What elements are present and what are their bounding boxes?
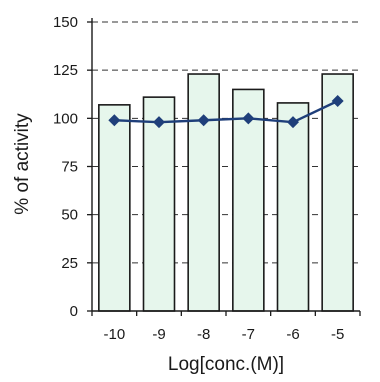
x-tick-label: -8 <box>197 326 210 343</box>
x-axis-title: Log[conc.(M)] <box>168 354 284 375</box>
diamond-marker <box>242 112 255 125</box>
bar <box>321 73 354 312</box>
x-tick-label: -5 <box>331 326 344 343</box>
diamond-marker <box>108 114 121 127</box>
x-tick-label: -10 <box>103 326 125 343</box>
x-tick-labels: -10 -9 -8 -7 -6 -5 <box>103 326 344 343</box>
diamond-marker <box>153 116 165 129</box>
y-tick-label: 25 <box>61 255 78 272</box>
y-tick-label: 100 <box>53 110 78 127</box>
x-tick-label: -7 <box>242 326 255 343</box>
series-line <box>114 99 339 124</box>
bar <box>187 73 220 312</box>
diamond-marker <box>331 94 344 107</box>
activity-line <box>108 94 344 129</box>
bars <box>98 73 354 312</box>
x-tick-label: -9 <box>152 326 165 343</box>
y-tick-label: 150 <box>53 14 78 31</box>
y-tick-label: 0 <box>70 303 78 320</box>
grid-lines <box>92 21 360 264</box>
bar <box>98 104 131 312</box>
bar <box>142 96 176 312</box>
axes <box>87 18 361 316</box>
x-tick-label: -6 <box>286 326 299 343</box>
diamond-marker <box>287 116 299 129</box>
y-tick-labels: 0 25 50 75 100 125 150 <box>53 14 78 320</box>
diamond-marker <box>197 114 210 127</box>
bar <box>276 102 310 312</box>
y-tick-label: 125 <box>53 62 78 79</box>
y-tick-label: 75 <box>61 159 78 176</box>
y-axis-title: % of activity <box>12 113 33 215</box>
y-tick-label: 50 <box>61 207 78 224</box>
